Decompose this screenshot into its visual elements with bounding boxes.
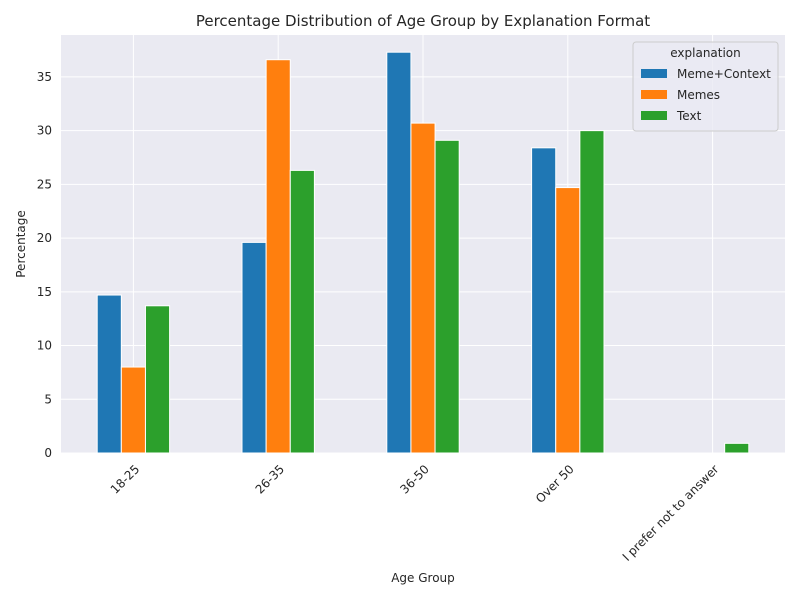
y-tick-label: 30 bbox=[37, 124, 52, 138]
legend-title: explanation bbox=[670, 46, 741, 60]
bar-meme-context-2 bbox=[386, 51, 412, 454]
y-tick-labels: 0 5 10 15 20 25 30 35 bbox=[37, 70, 52, 460]
x-tick-label: 36-50 bbox=[397, 462, 432, 497]
chart-title: Percentage Distribution of Age Group by … bbox=[196, 12, 650, 30]
bar-memes-3 bbox=[555, 187, 581, 454]
y-tick-label: 0 bbox=[44, 446, 52, 460]
y-tick-label: 10 bbox=[37, 339, 52, 353]
y-tick-label: 35 bbox=[37, 70, 52, 84]
bar-text-1 bbox=[289, 169, 315, 454]
legend: explanation Meme+Context Memes Text bbox=[632, 41, 779, 132]
y-axis-label: Percentage bbox=[14, 210, 28, 278]
y-tick-label: 15 bbox=[37, 285, 52, 299]
x-tick-label: 26-35 bbox=[253, 462, 288, 497]
bar-memes-2 bbox=[410, 122, 436, 454]
bar-text-4 bbox=[724, 442, 750, 454]
x-tick-labels: 18-25 26-35 36-50 Over 50 I prefer not to an… bbox=[108, 462, 722, 564]
bar-meme-context-0 bbox=[96, 294, 122, 454]
bar-meme-context-3 bbox=[531, 147, 557, 454]
legend-items: Meme+Context Memes Text bbox=[641, 67, 771, 123]
bar-text-0 bbox=[144, 305, 171, 454]
x-tick-label: Over 50 bbox=[533, 462, 577, 506]
x-tick-label: 18-25 bbox=[108, 462, 143, 497]
bar-text-3 bbox=[579, 130, 605, 454]
x-tick-label: I prefer not to answer bbox=[620, 462, 722, 564]
legend-swatch bbox=[641, 111, 667, 120]
bars bbox=[96, 51, 750, 454]
y-tick-label: 20 bbox=[37, 231, 52, 245]
bar-memes-1 bbox=[265, 59, 291, 454]
legend-label: Memes bbox=[677, 88, 720, 102]
y-tick-label: 5 bbox=[44, 392, 52, 406]
y-tick-label: 25 bbox=[37, 177, 52, 191]
bar-meme-context-1 bbox=[241, 241, 267, 454]
legend-label: Text bbox=[676, 109, 702, 123]
legend-swatch bbox=[641, 69, 667, 78]
x-axis-label: Age Group bbox=[391, 571, 455, 585]
legend-swatch bbox=[641, 90, 667, 99]
legend-box bbox=[632, 41, 779, 132]
bar-text-2 bbox=[434, 139, 460, 454]
legend-label: Meme+Context bbox=[677, 67, 771, 81]
bar-memes-0 bbox=[120, 366, 146, 454]
